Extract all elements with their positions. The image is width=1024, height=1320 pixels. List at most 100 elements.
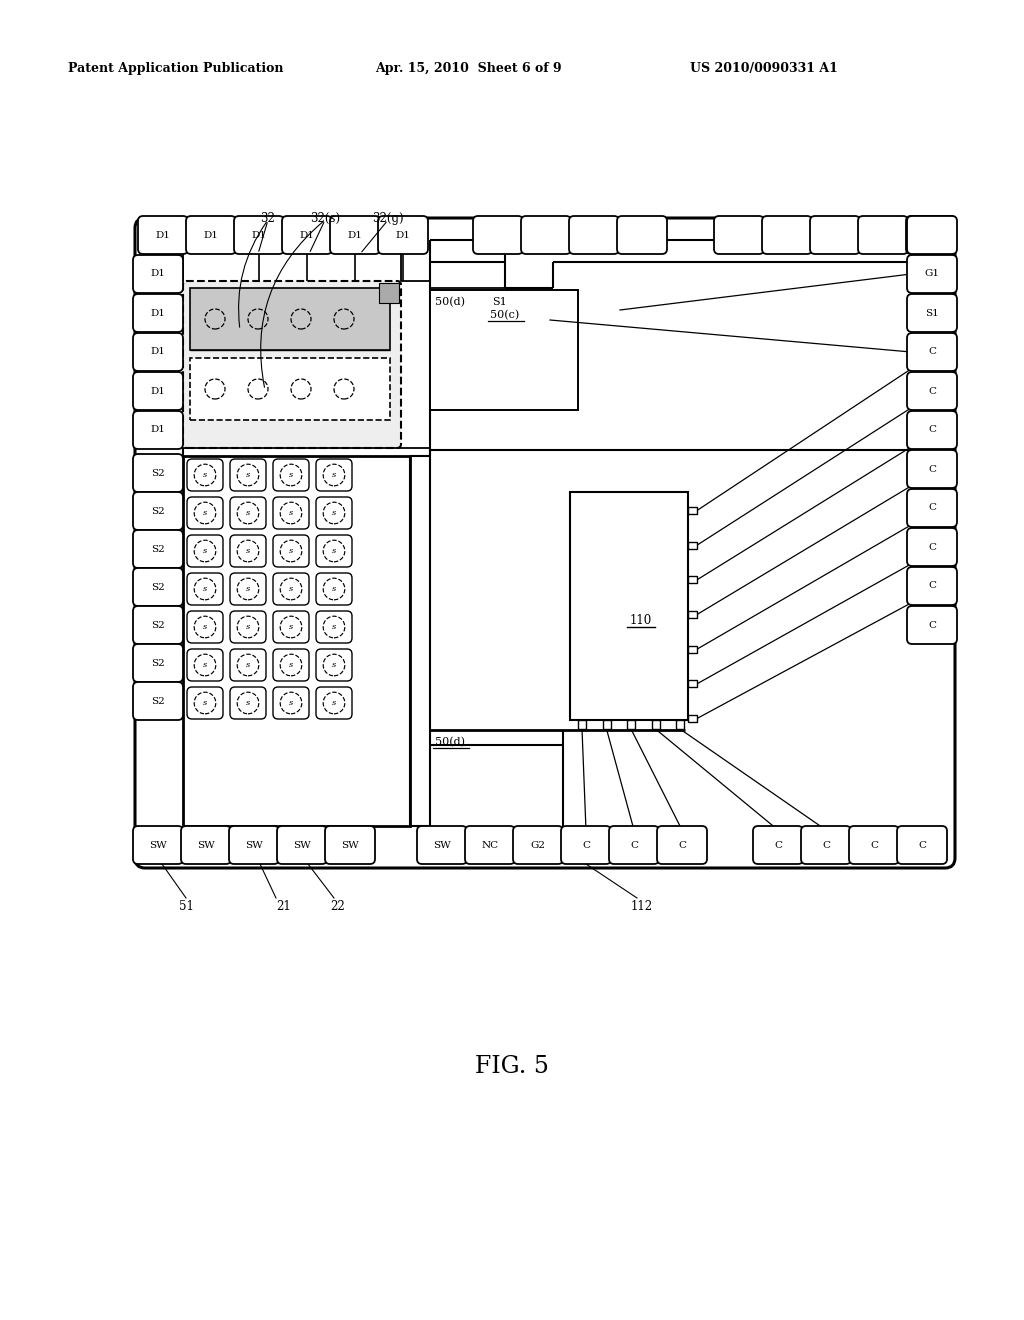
FancyBboxPatch shape	[561, 826, 611, 865]
FancyBboxPatch shape	[181, 826, 231, 865]
Text: SW: SW	[341, 841, 358, 850]
Text: s: s	[289, 585, 293, 593]
Text: s: s	[246, 661, 250, 669]
FancyBboxPatch shape	[465, 826, 515, 865]
FancyBboxPatch shape	[907, 606, 957, 644]
FancyBboxPatch shape	[316, 649, 352, 681]
Text: SW: SW	[150, 841, 167, 850]
Text: C: C	[928, 387, 936, 396]
FancyBboxPatch shape	[273, 459, 309, 491]
Text: s: s	[246, 471, 250, 479]
Text: s: s	[203, 471, 207, 479]
FancyBboxPatch shape	[187, 459, 223, 491]
FancyBboxPatch shape	[234, 216, 284, 253]
FancyBboxPatch shape	[897, 826, 947, 865]
Bar	[183, 455, 410, 826]
Text: D1: D1	[300, 231, 314, 239]
Text: S1: S1	[492, 297, 507, 308]
Text: D1: D1	[252, 231, 266, 239]
Text: SW: SW	[293, 841, 311, 850]
FancyBboxPatch shape	[133, 682, 183, 719]
Text: s: s	[203, 510, 207, 517]
Bar	[688, 541, 697, 549]
FancyBboxPatch shape	[513, 826, 563, 865]
Text: s: s	[246, 700, 250, 708]
Text: C: C	[678, 841, 686, 850]
Text: C: C	[582, 841, 590, 850]
Text: C: C	[918, 841, 926, 850]
Text: C: C	[928, 465, 936, 474]
Text: 22: 22	[331, 900, 345, 913]
Text: C: C	[928, 503, 936, 512]
FancyBboxPatch shape	[907, 528, 957, 566]
FancyBboxPatch shape	[230, 611, 266, 643]
Text: C: C	[870, 841, 878, 850]
FancyBboxPatch shape	[273, 498, 309, 529]
FancyBboxPatch shape	[849, 826, 899, 865]
FancyBboxPatch shape	[133, 333, 183, 371]
Text: s: s	[289, 623, 293, 631]
FancyBboxPatch shape	[133, 492, 183, 531]
FancyBboxPatch shape	[569, 216, 618, 253]
FancyBboxPatch shape	[133, 644, 183, 682]
Text: Apr. 15, 2010  Sheet 6 of 9: Apr. 15, 2010 Sheet 6 of 9	[375, 62, 561, 75]
FancyBboxPatch shape	[762, 216, 812, 253]
FancyBboxPatch shape	[617, 216, 667, 253]
Text: D1: D1	[395, 231, 411, 239]
FancyBboxPatch shape	[133, 255, 183, 293]
Text: S2: S2	[152, 620, 165, 630]
Bar	[688, 680, 697, 688]
FancyBboxPatch shape	[282, 216, 332, 253]
Text: NC: NC	[481, 841, 499, 850]
FancyBboxPatch shape	[187, 535, 223, 568]
Text: C: C	[630, 841, 638, 850]
FancyBboxPatch shape	[316, 535, 352, 568]
Text: G2: G2	[530, 841, 546, 850]
FancyBboxPatch shape	[133, 454, 183, 492]
Bar	[627, 719, 635, 729]
Bar	[688, 611, 697, 618]
FancyBboxPatch shape	[316, 573, 352, 605]
FancyBboxPatch shape	[316, 611, 352, 643]
FancyBboxPatch shape	[133, 606, 183, 644]
FancyBboxPatch shape	[325, 826, 375, 865]
FancyBboxPatch shape	[907, 568, 957, 605]
Bar	[430, 290, 578, 411]
Bar	[578, 719, 586, 729]
FancyBboxPatch shape	[187, 686, 223, 719]
FancyBboxPatch shape	[753, 826, 803, 865]
FancyBboxPatch shape	[187, 649, 223, 681]
FancyBboxPatch shape	[907, 450, 957, 488]
FancyBboxPatch shape	[473, 216, 523, 253]
FancyBboxPatch shape	[273, 535, 309, 568]
Text: 50(d): 50(d)	[435, 737, 465, 747]
Text: 110: 110	[630, 615, 652, 627]
Text: C: C	[822, 841, 830, 850]
Text: s: s	[246, 546, 250, 554]
FancyBboxPatch shape	[907, 216, 957, 253]
FancyBboxPatch shape	[138, 216, 188, 253]
Bar	[688, 645, 697, 652]
FancyBboxPatch shape	[186, 216, 236, 253]
Text: US 2010/0090331 A1: US 2010/0090331 A1	[690, 62, 838, 75]
Bar	[190, 288, 390, 350]
Text: s: s	[246, 510, 250, 517]
Text: s: s	[332, 623, 336, 631]
Text: s: s	[332, 546, 336, 554]
Text: S2: S2	[152, 469, 165, 478]
Text: C: C	[928, 543, 936, 552]
Text: FIG. 5: FIG. 5	[475, 1055, 549, 1078]
FancyBboxPatch shape	[133, 372, 183, 411]
FancyBboxPatch shape	[187, 498, 223, 529]
FancyBboxPatch shape	[230, 459, 266, 491]
Text: s: s	[289, 471, 293, 479]
Text: s: s	[203, 661, 207, 669]
Text: 32(s): 32(s)	[310, 213, 340, 224]
FancyBboxPatch shape	[378, 216, 428, 253]
FancyBboxPatch shape	[133, 294, 183, 333]
FancyBboxPatch shape	[858, 216, 908, 253]
FancyBboxPatch shape	[907, 411, 957, 449]
Text: 21: 21	[276, 900, 292, 913]
Text: S2: S2	[152, 697, 165, 705]
Text: S2: S2	[152, 507, 165, 516]
